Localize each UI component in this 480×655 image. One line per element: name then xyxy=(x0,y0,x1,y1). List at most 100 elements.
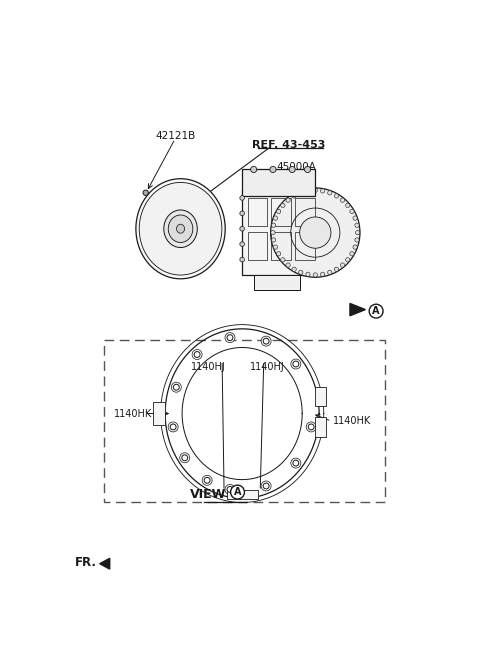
Text: FR.: FR. xyxy=(75,555,97,569)
Polygon shape xyxy=(100,558,110,569)
Bar xyxy=(254,275,300,290)
Bar xyxy=(271,232,291,259)
Circle shape xyxy=(240,227,244,231)
Circle shape xyxy=(293,361,299,367)
Circle shape xyxy=(227,487,233,493)
Circle shape xyxy=(355,238,359,242)
Circle shape xyxy=(289,166,295,172)
Circle shape xyxy=(356,231,360,234)
Circle shape xyxy=(350,252,354,256)
Circle shape xyxy=(340,198,345,202)
Circle shape xyxy=(180,453,190,463)
Text: 1140HJ: 1140HJ xyxy=(250,362,285,372)
Circle shape xyxy=(171,382,181,392)
Text: REF. 43-453: REF. 43-453 xyxy=(252,140,325,150)
Polygon shape xyxy=(350,303,365,316)
Circle shape xyxy=(334,194,338,198)
Bar xyxy=(295,198,314,226)
Bar xyxy=(315,417,326,437)
Circle shape xyxy=(240,196,244,200)
Circle shape xyxy=(251,166,257,172)
Circle shape xyxy=(230,485,244,499)
Circle shape xyxy=(350,209,354,214)
Text: 45000A: 45000A xyxy=(276,162,316,172)
Circle shape xyxy=(293,460,299,466)
Bar xyxy=(227,490,258,499)
Circle shape xyxy=(261,336,271,346)
Circle shape xyxy=(353,216,357,220)
Bar xyxy=(295,232,314,259)
Circle shape xyxy=(355,223,359,227)
Circle shape xyxy=(227,335,233,341)
Circle shape xyxy=(276,252,281,256)
Circle shape xyxy=(240,211,244,215)
Circle shape xyxy=(281,203,285,208)
Circle shape xyxy=(291,458,301,468)
Circle shape xyxy=(271,238,276,242)
Circle shape xyxy=(263,483,269,489)
Bar xyxy=(248,232,267,259)
Circle shape xyxy=(194,352,200,358)
Circle shape xyxy=(204,477,210,483)
Bar xyxy=(153,402,165,425)
Ellipse shape xyxy=(271,188,360,277)
Text: A: A xyxy=(234,487,241,497)
Text: 42121B: 42121B xyxy=(155,131,195,141)
Circle shape xyxy=(328,191,332,195)
Circle shape xyxy=(225,485,235,495)
Circle shape xyxy=(270,166,276,172)
Circle shape xyxy=(286,263,290,267)
Circle shape xyxy=(334,267,338,271)
Circle shape xyxy=(353,245,357,250)
Ellipse shape xyxy=(177,224,185,233)
Circle shape xyxy=(192,350,202,360)
Circle shape xyxy=(313,272,317,277)
Bar xyxy=(248,198,267,226)
Ellipse shape xyxy=(168,215,193,242)
Circle shape xyxy=(292,194,296,198)
Bar xyxy=(104,341,384,502)
Circle shape xyxy=(299,271,303,274)
Circle shape xyxy=(273,216,277,220)
Circle shape xyxy=(182,455,188,460)
Bar xyxy=(315,386,326,406)
Circle shape xyxy=(321,272,325,276)
Ellipse shape xyxy=(164,210,197,248)
Circle shape xyxy=(170,424,176,430)
Circle shape xyxy=(271,231,275,234)
Circle shape xyxy=(308,424,314,430)
Circle shape xyxy=(346,257,350,262)
Ellipse shape xyxy=(136,179,225,279)
Text: 1140HK: 1140HK xyxy=(333,416,371,426)
Circle shape xyxy=(292,267,296,271)
Circle shape xyxy=(263,338,269,344)
Circle shape xyxy=(291,359,301,369)
Circle shape xyxy=(143,190,148,195)
Circle shape xyxy=(261,481,271,491)
Text: A: A xyxy=(372,306,380,316)
Circle shape xyxy=(240,257,244,262)
Circle shape xyxy=(286,198,290,202)
Circle shape xyxy=(369,304,383,318)
Circle shape xyxy=(225,333,235,343)
Text: 1140HJ: 1140HJ xyxy=(191,362,226,372)
Circle shape xyxy=(306,189,310,193)
Circle shape xyxy=(340,263,345,267)
Ellipse shape xyxy=(300,217,331,248)
Circle shape xyxy=(276,209,281,214)
Circle shape xyxy=(321,189,325,193)
Circle shape xyxy=(271,223,276,227)
Text: 1140HK: 1140HK xyxy=(114,409,152,419)
Text: VIEW: VIEW xyxy=(191,488,227,501)
Circle shape xyxy=(168,422,178,432)
Bar xyxy=(271,198,291,226)
Circle shape xyxy=(313,188,317,193)
Ellipse shape xyxy=(139,183,222,275)
Circle shape xyxy=(306,272,310,276)
Circle shape xyxy=(306,422,316,432)
Bar xyxy=(242,190,323,275)
Circle shape xyxy=(240,242,244,246)
Circle shape xyxy=(299,191,303,195)
Circle shape xyxy=(173,384,179,390)
Circle shape xyxy=(304,166,311,172)
